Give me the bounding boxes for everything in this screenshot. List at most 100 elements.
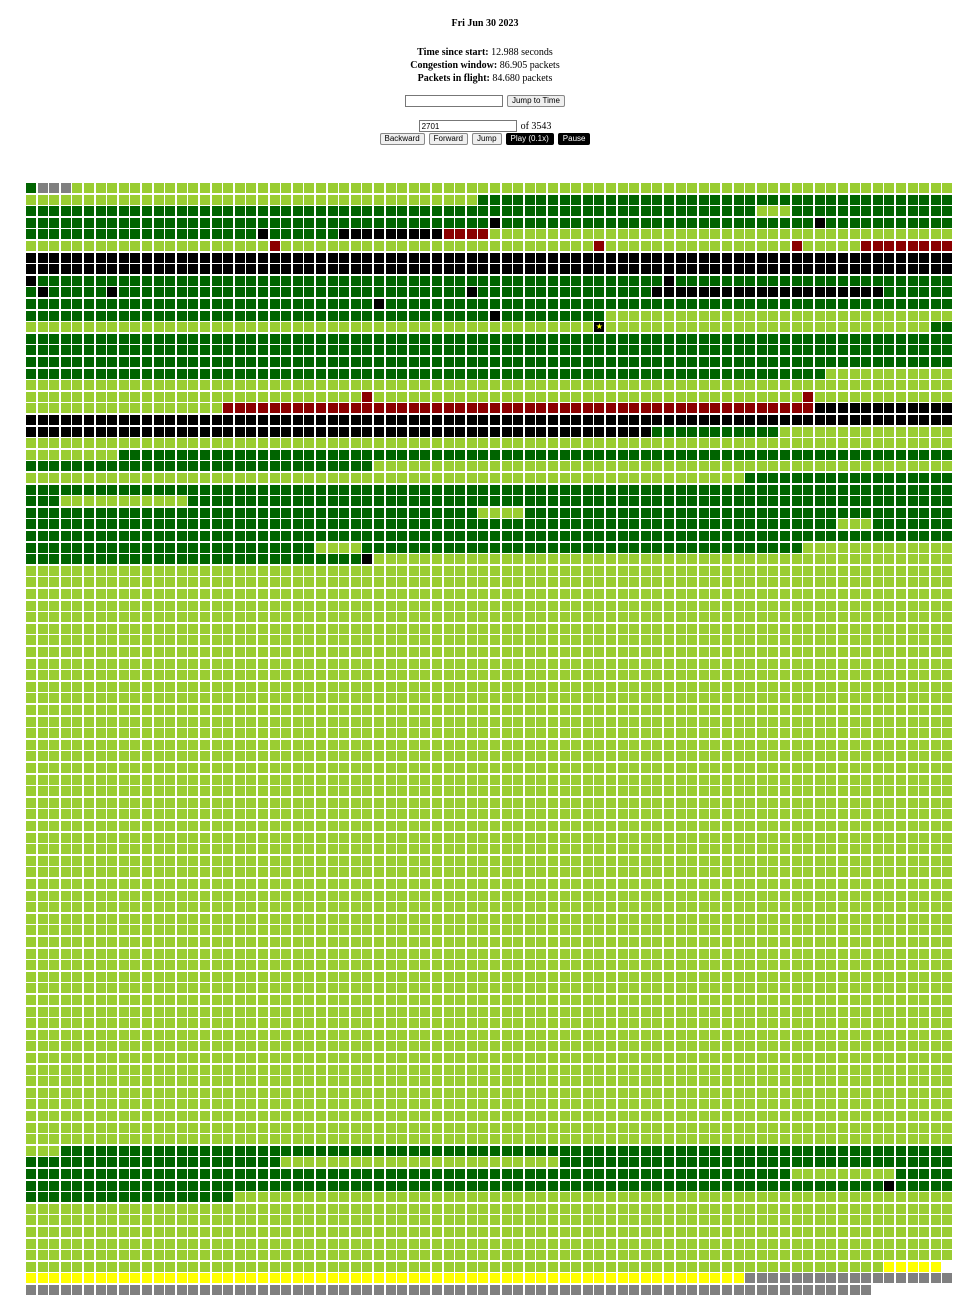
packet-sent xyxy=(362,496,372,506)
packet-sent xyxy=(618,287,628,297)
packet-sent xyxy=(815,485,825,495)
packet-lost xyxy=(478,415,488,425)
packet-sent xyxy=(304,461,314,471)
packet-acked xyxy=(908,833,918,843)
packet-acked xyxy=(873,833,883,843)
packet-acked xyxy=(72,717,82,727)
packet-acked xyxy=(258,682,268,692)
packet-acked xyxy=(49,798,59,808)
jump-button[interactable]: Jump xyxy=(472,133,502,145)
packet-acked xyxy=(525,786,535,796)
packet-acked xyxy=(444,577,454,587)
packet-sent xyxy=(154,276,164,286)
packet-retransmit xyxy=(478,229,488,239)
packet-lost xyxy=(212,415,222,425)
packet-sent xyxy=(397,485,407,495)
packet-acked xyxy=(722,392,732,402)
packet-sent xyxy=(884,218,894,228)
packet-acked xyxy=(757,566,767,576)
packet-acked xyxy=(629,612,639,622)
packet-acked xyxy=(792,566,802,576)
packet-sent xyxy=(281,287,291,297)
packet-sent xyxy=(84,334,94,344)
packet-acked xyxy=(745,891,755,901)
packet-sent xyxy=(96,519,106,529)
packet-acked xyxy=(792,775,802,785)
packet-lost xyxy=(397,427,407,437)
forward-button[interactable]: Forward xyxy=(429,133,468,145)
packet-acked xyxy=(536,809,546,819)
packet-sent xyxy=(815,450,825,460)
packet-acked xyxy=(420,635,430,645)
packet-acked xyxy=(177,241,187,251)
packet-sent xyxy=(606,218,616,228)
packet-lost xyxy=(768,287,778,297)
packet-acked xyxy=(61,624,71,634)
packet-acked xyxy=(710,241,720,251)
packet-sent xyxy=(536,299,546,309)
packet-acked xyxy=(154,821,164,831)
packet-acked xyxy=(931,392,941,402)
packet-acked xyxy=(351,473,361,483)
packet-sent xyxy=(281,229,291,239)
sequence-input[interactable] xyxy=(419,120,517,132)
packet-acked xyxy=(96,380,106,390)
packet-acked xyxy=(745,647,755,657)
packet-lost xyxy=(96,264,106,274)
packet-acked xyxy=(652,705,662,715)
packet-sent xyxy=(38,485,48,495)
packet-acked xyxy=(838,183,848,193)
packet-acked xyxy=(351,682,361,692)
packet-sent xyxy=(745,206,755,216)
packet-acked xyxy=(351,438,361,448)
packet-acked xyxy=(304,577,314,587)
packet-sent xyxy=(490,287,500,297)
packet-acked xyxy=(664,183,674,193)
pause-button[interactable]: Pause xyxy=(558,133,591,145)
packet-sent xyxy=(467,311,477,321)
packet-acked xyxy=(188,647,198,657)
packet-acked xyxy=(455,566,465,576)
packet-sent xyxy=(629,369,639,379)
jump-time-input[interactable] xyxy=(405,95,503,107)
packet-acked xyxy=(699,763,709,773)
packet-acked xyxy=(96,809,106,819)
packet-acked xyxy=(710,717,720,727)
packet-acked xyxy=(212,821,222,831)
packet-sent xyxy=(107,357,117,367)
backward-button[interactable]: Backward xyxy=(380,133,425,145)
packet-acked xyxy=(154,403,164,413)
packet-acked xyxy=(96,751,106,761)
packet-acked xyxy=(850,612,860,622)
packet-sent xyxy=(815,276,825,286)
packet-acked xyxy=(687,856,697,866)
packet-lost xyxy=(351,427,361,437)
packet-acked xyxy=(606,809,616,819)
packet-acked xyxy=(618,682,628,692)
packet-sent xyxy=(490,450,500,460)
packet-acked xyxy=(652,229,662,239)
packet-sent xyxy=(235,531,245,541)
packet-acked xyxy=(26,601,36,611)
packet-lost xyxy=(270,253,280,263)
packet-acked xyxy=(281,705,291,715)
packet-acked xyxy=(745,740,755,750)
packet-sent xyxy=(386,508,396,518)
packet-retransmit xyxy=(618,403,628,413)
packet-acked xyxy=(676,473,686,483)
packet-acked xyxy=(861,693,871,703)
play-button[interactable]: Play (0.1x) xyxy=(506,133,554,145)
packet-acked xyxy=(815,670,825,680)
packet-acked xyxy=(420,647,430,657)
packet-acked xyxy=(641,473,651,483)
jump-to-time-button[interactable]: Jump to Time xyxy=(507,95,565,107)
packet-sent xyxy=(722,450,732,460)
packet-acked xyxy=(652,775,662,785)
packet-acked xyxy=(84,566,94,576)
packet-acked xyxy=(258,693,268,703)
packet-acked xyxy=(38,635,48,645)
packet-acked xyxy=(38,659,48,669)
packet-acked xyxy=(664,647,674,657)
packet-sent xyxy=(293,369,303,379)
packet-lost xyxy=(270,264,280,274)
